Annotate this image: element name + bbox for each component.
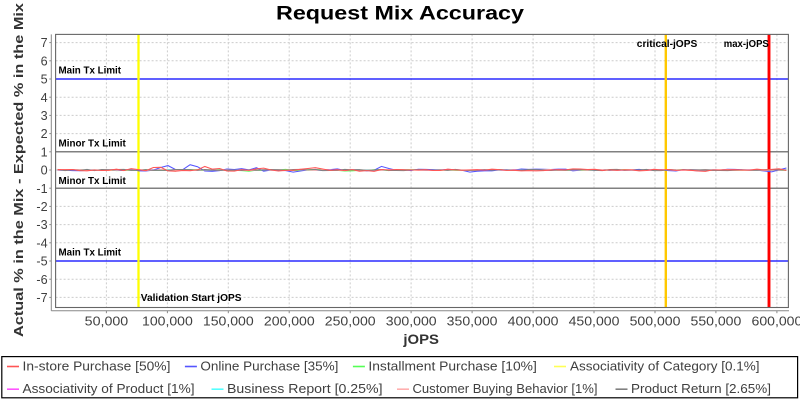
svg-text:1: 1 — [41, 145, 48, 159]
svg-text:3: 3 — [41, 109, 48, 123]
svg-text:Validation Start jOPS: Validation Start jOPS — [141, 293, 242, 304]
svg-text:-2: -2 — [36, 200, 47, 214]
svg-text:5: 5 — [41, 73, 48, 87]
svg-text:Actual % in the Mix - Expected: Actual % in the Mix - Expected % in the … — [11, 2, 26, 337]
svg-text:350,000: 350,000 — [447, 314, 498, 328]
svg-text:Associativity of Category [0.1: Associativity of Category [0.1%] — [570, 358, 760, 373]
svg-text:300,000: 300,000 — [386, 314, 437, 328]
svg-text:-4: -4 — [36, 236, 47, 250]
svg-text:250,000: 250,000 — [325, 314, 376, 328]
svg-text:-6: -6 — [36, 273, 47, 287]
svg-text:Customer Buying Behavior [1%]: Customer Buying Behavior [1%] — [413, 381, 598, 396]
svg-text:450,000: 450,000 — [569, 314, 620, 328]
svg-text:critical-jOPS: critical-jOPS — [637, 39, 698, 50]
svg-text:Associativity of Product [1%]: Associativity of Product [1%] — [23, 381, 195, 396]
svg-text:2: 2 — [41, 127, 48, 141]
svg-text:In-store Purchase [50%]: In-store Purchase [50%] — [23, 358, 171, 373]
svg-text:jOPS: jOPS — [402, 332, 439, 347]
svg-text:Installment Purchase [10%]: Installment Purchase [10%] — [368, 358, 536, 373]
svg-text:150,000: 150,000 — [203, 314, 254, 328]
svg-text:500,000: 500,000 — [630, 314, 681, 328]
svg-text:7: 7 — [41, 36, 48, 50]
svg-text:6: 6 — [41, 54, 48, 68]
svg-text:Request Mix Accuracy: Request Mix Accuracy — [276, 4, 525, 25]
svg-text:Business Report [0.25%]: Business Report [0.25%] — [227, 381, 383, 396]
svg-text:Online Purchase [35%]: Online Purchase [35%] — [200, 358, 338, 373]
svg-text:400,000: 400,000 — [508, 314, 559, 328]
svg-text:Minor Tx Limit: Minor Tx Limit — [59, 139, 127, 150]
svg-text:Main Tx Limit: Main Tx Limit — [59, 65, 122, 76]
svg-text:Minor Tx Limit: Minor Tx Limit — [59, 176, 127, 187]
svg-text:600,000: 600,000 — [752, 314, 800, 328]
svg-text:100,000: 100,000 — [142, 314, 193, 328]
svg-text:50,000: 50,000 — [85, 314, 129, 328]
svg-text:Main Tx Limit: Main Tx Limit — [59, 248, 122, 259]
svg-text:Product Return [2.65%]: Product Return [2.65%] — [631, 381, 771, 396]
svg-text:550,000: 550,000 — [691, 314, 742, 328]
svg-text:-7: -7 — [36, 291, 47, 305]
svg-text:0: 0 — [41, 164, 48, 178]
svg-text:-1: -1 — [36, 182, 47, 196]
svg-text:200,000: 200,000 — [264, 314, 315, 328]
svg-text:max-jOPS: max-jOPS — [724, 39, 769, 50]
svg-text:4: 4 — [41, 91, 48, 105]
svg-text:-5: -5 — [36, 255, 47, 269]
svg-text:-3: -3 — [36, 218, 47, 232]
